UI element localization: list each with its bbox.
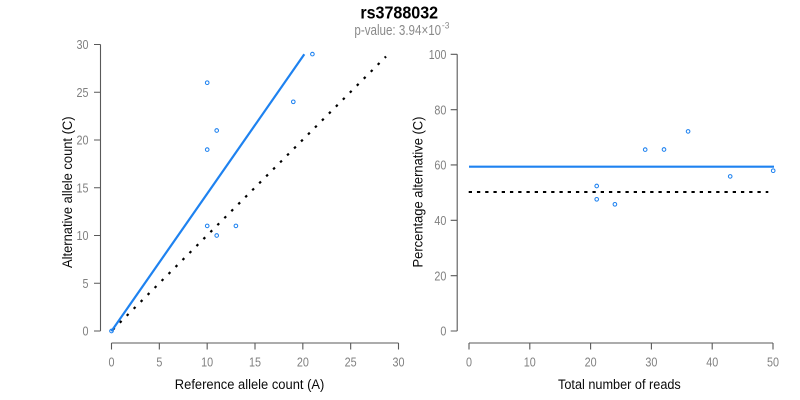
svg-text:Percentage alternative (C): Percentage alternative (C) <box>410 117 426 268</box>
svg-text:30: 30 <box>645 354 657 369</box>
svg-text:0: 0 <box>440 324 446 339</box>
svg-text:25: 25 <box>76 85 88 100</box>
svg-text:20: 20 <box>434 268 446 283</box>
svg-text:Total number of reads: Total number of reads <box>558 376 681 392</box>
svg-text:20: 20 <box>297 354 309 369</box>
svg-text:80: 80 <box>434 102 446 117</box>
svg-text:10: 10 <box>76 228 88 243</box>
svg-text:60: 60 <box>434 158 446 173</box>
svg-text:15: 15 <box>249 354 261 369</box>
svg-text:0: 0 <box>82 324 88 339</box>
svg-text:-3: -3 <box>442 20 450 31</box>
svg-text:30: 30 <box>76 37 88 52</box>
svg-text:30: 30 <box>392 354 404 369</box>
svg-text:rs3788032: rs3788032 <box>360 3 438 23</box>
svg-text:Alternative allele count (C): Alternative allele count (C) <box>60 116 76 268</box>
svg-text:Reference allele count (A): Reference allele count (A) <box>175 377 325 393</box>
svg-text:15: 15 <box>76 180 88 195</box>
svg-text:5: 5 <box>156 354 162 369</box>
svg-text:50: 50 <box>767 354 779 369</box>
svg-text:25: 25 <box>345 354 357 369</box>
svg-text:5: 5 <box>82 276 88 291</box>
svg-text:40: 40 <box>434 213 446 228</box>
svg-text:10: 10 <box>201 354 213 369</box>
svg-text:0: 0 <box>466 354 472 369</box>
svg-text:0: 0 <box>108 354 114 369</box>
svg-text:p-value: 3.94×10: p-value: 3.94×10 <box>354 22 441 39</box>
svg-text:20: 20 <box>585 354 597 369</box>
svg-text:100: 100 <box>429 47 447 62</box>
svg-text:10: 10 <box>524 354 536 369</box>
svg-text:20: 20 <box>76 133 88 148</box>
svg-text:40: 40 <box>706 354 718 369</box>
